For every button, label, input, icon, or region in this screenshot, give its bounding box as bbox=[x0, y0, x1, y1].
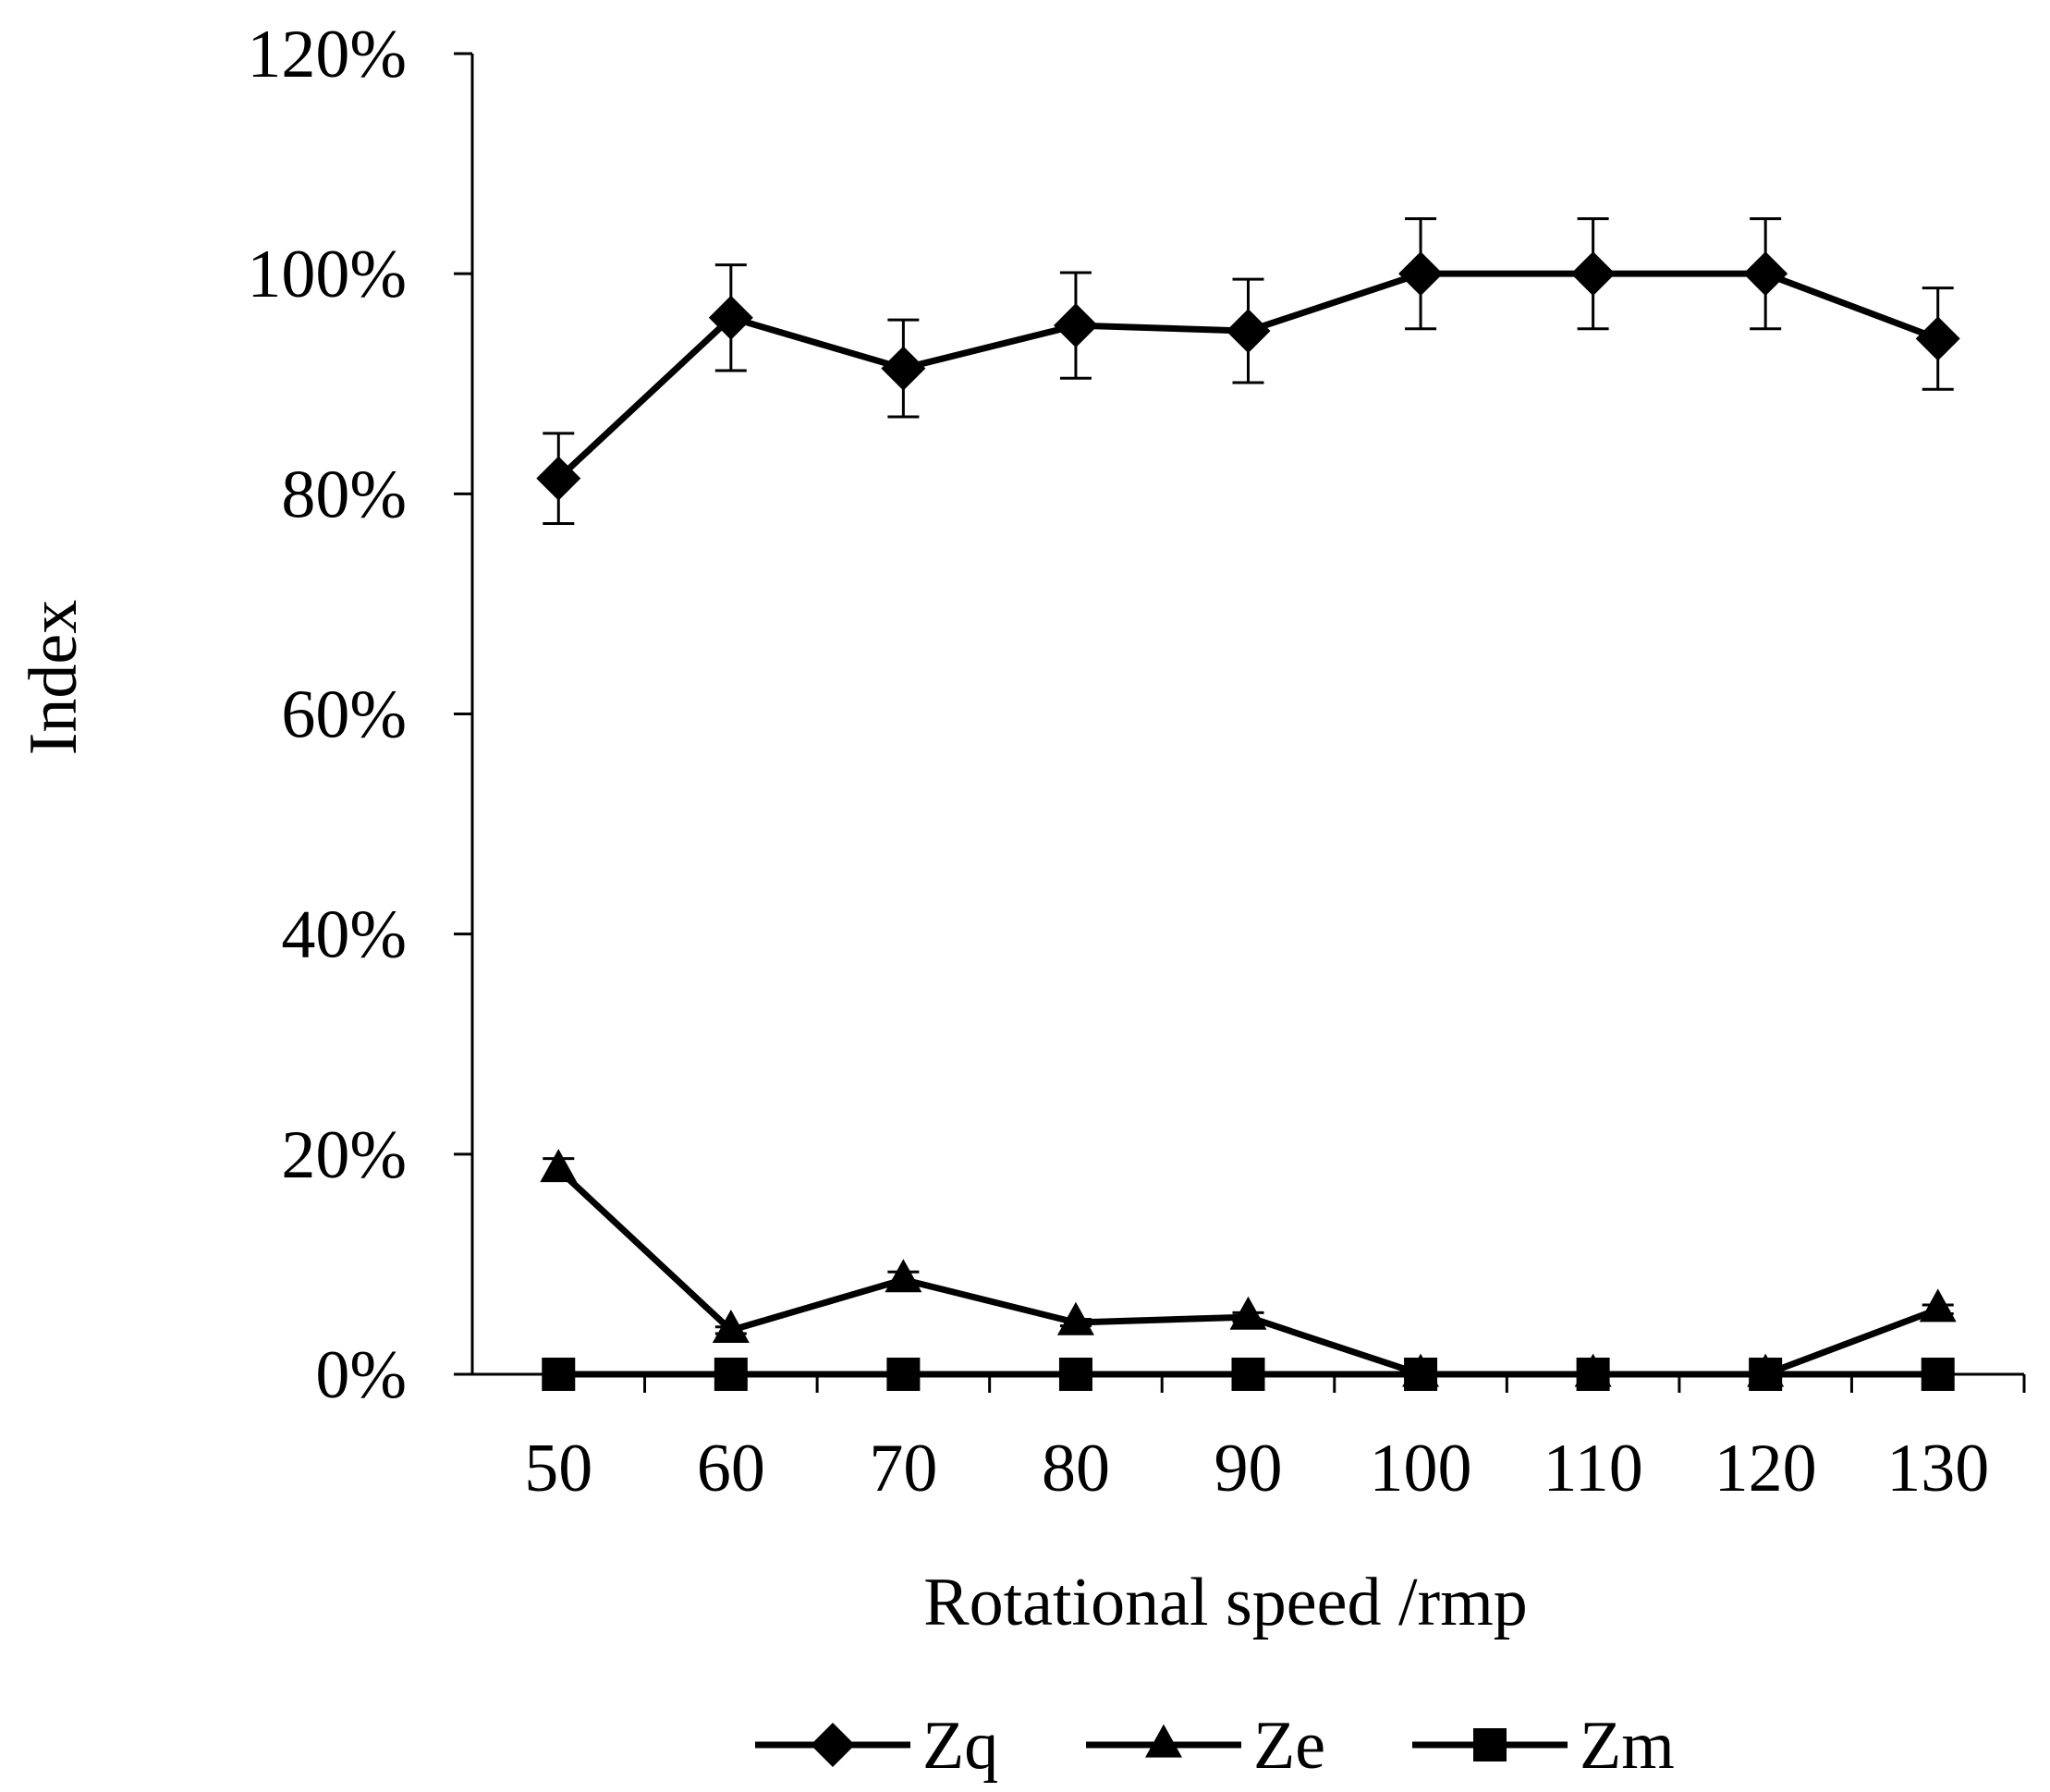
y-tick-label: 60% bbox=[281, 677, 407, 753]
data-point-zm bbox=[714, 1358, 748, 1391]
x-tick-label: 90 bbox=[1214, 1431, 1283, 1506]
series-zm bbox=[542, 1358, 1955, 1391]
legend-item-zq: Zq bbox=[755, 1708, 998, 1784]
x-tick-label: 60 bbox=[697, 1431, 765, 1506]
legend-label: Ze bbox=[1253, 1708, 1325, 1784]
y-tick-label: 120% bbox=[247, 17, 407, 92]
series-layer bbox=[536, 217, 1960, 1391]
x-axis-title: Rotational speed /rmp bbox=[923, 1565, 1528, 1640]
x-tick-label: 80 bbox=[1042, 1431, 1110, 1506]
data-point-zq bbox=[536, 456, 581, 501]
series-zq bbox=[536, 217, 1960, 525]
y-tick-label: 80% bbox=[281, 457, 407, 532]
x-tick-label: 110 bbox=[1543, 1431, 1642, 1506]
x-tick-label: 50 bbox=[524, 1431, 592, 1506]
y-tick-label: 0% bbox=[315, 1337, 407, 1413]
x-tick-label: 100 bbox=[1370, 1431, 1472, 1506]
data-point-zm bbox=[1921, 1358, 1955, 1391]
y-tick-label: 100% bbox=[247, 237, 407, 312]
data-point-zm bbox=[886, 1358, 921, 1391]
legend: Zq Ze Zm bbox=[755, 1708, 1675, 1784]
data-point-zq bbox=[1570, 251, 1616, 297]
data-point-zq bbox=[708, 295, 753, 340]
data-point-ze bbox=[1919, 1288, 1957, 1323]
data-point-zm bbox=[1749, 1358, 1783, 1391]
data-point-zq bbox=[1226, 309, 1271, 354]
data-point-ze bbox=[885, 1259, 922, 1293]
legend-item-zm: Zm bbox=[1412, 1708, 1675, 1784]
x-tick-label: 130 bbox=[1886, 1431, 1989, 1506]
x-ticks: 50 60 70 80 90 100 110 120 130 bbox=[524, 1374, 2026, 1506]
y-axis-title: Index bbox=[16, 600, 92, 756]
x-tick-label: 120 bbox=[1714, 1431, 1817, 1506]
y-tick-label: 40% bbox=[281, 897, 407, 973]
data-point-ze bbox=[712, 1310, 750, 1344]
legend-item-ze: Ze bbox=[1086, 1708, 1325, 1784]
series-line-ze bbox=[555, 1166, 1939, 1378]
data-point-zq bbox=[881, 346, 926, 391]
y-ticks: 0% 20% 40% 60% 80% 100% 120% bbox=[247, 17, 472, 1413]
legend-marker-zm bbox=[1473, 1728, 1507, 1762]
data-point-ze bbox=[1056, 1301, 1094, 1335]
data-point-zq bbox=[1398, 251, 1444, 297]
data-point-zm bbox=[1231, 1358, 1265, 1391]
data-point-zq bbox=[1915, 316, 1960, 361]
data-point-ze bbox=[540, 1149, 578, 1183]
data-point-ze bbox=[1229, 1296, 1267, 1330]
data-point-zq bbox=[1053, 303, 1098, 348]
series-ze bbox=[540, 1149, 1957, 1387]
data-point-zq bbox=[1743, 251, 1788, 297]
x-tick-label: 70 bbox=[869, 1431, 937, 1506]
data-point-zm bbox=[1576, 1358, 1610, 1391]
legend-marker-zq bbox=[811, 1723, 855, 1767]
data-point-zm bbox=[1404, 1358, 1438, 1391]
legend-label: Zq bbox=[922, 1708, 998, 1784]
y-tick-label: 20% bbox=[281, 1117, 407, 1193]
axes bbox=[470, 54, 2024, 1376]
legend-label: Zm bbox=[1580, 1708, 1675, 1784]
data-point-zm bbox=[542, 1358, 576, 1391]
legend-marker-ze bbox=[1145, 1724, 1182, 1758]
data-point-zm bbox=[1058, 1358, 1092, 1391]
